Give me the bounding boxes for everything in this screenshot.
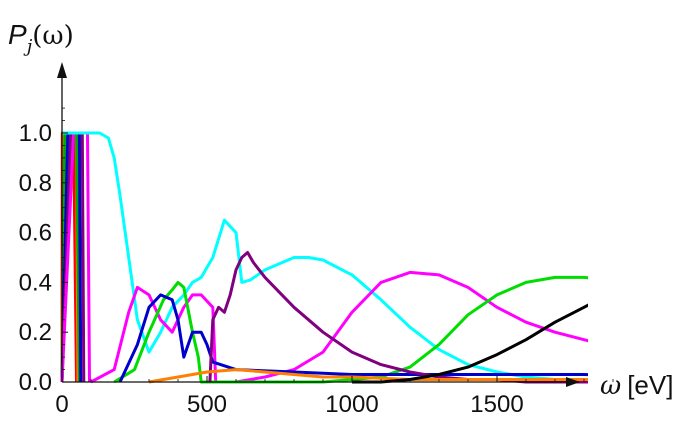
- series-line-9: [113, 275, 588, 384]
- y-axis-label: Pj(ω): [8, 19, 74, 57]
- x-label-unit: [eV]: [627, 370, 673, 400]
- x-tick-label: 1000: [325, 391, 378, 418]
- x-label-symbol: ω: [600, 371, 621, 401]
- y-label-symbol: P: [8, 19, 27, 50]
- y-tick-label: 0.6: [19, 220, 52, 247]
- y-axis-arrow: [57, 62, 67, 78]
- series-line-10: [118, 293, 588, 383]
- x-axis-arrow: [566, 377, 580, 387]
- x-axis-label: ω [eV]: [600, 370, 673, 401]
- series-line-13: [352, 303, 588, 384]
- x-tick-label: 0: [55, 391, 68, 418]
- x-tick-label: 1500: [470, 391, 523, 418]
- axes-layer: [57, 62, 580, 387]
- y-tick-label: 0.0: [19, 369, 52, 396]
- series-line-7: [62, 131, 588, 382]
- y-label-subscript: j: [23, 36, 33, 57]
- y-tick-label: 0.4: [19, 269, 52, 296]
- y-tick-label: 0.8: [19, 170, 52, 197]
- x-tick-label: 500: [187, 391, 227, 418]
- y-tick-label: 1.0: [19, 120, 52, 147]
- ticks-layer: 0 500 1000 1500 0.0 0.2 0.4 0.6 0.8 1.0: [19, 107, 614, 418]
- y-label-arg: (ω): [32, 21, 74, 51]
- series-line-11: [208, 251, 588, 384]
- series-layer: [60, 131, 588, 384]
- y-tick-label: 0.2: [19, 319, 52, 346]
